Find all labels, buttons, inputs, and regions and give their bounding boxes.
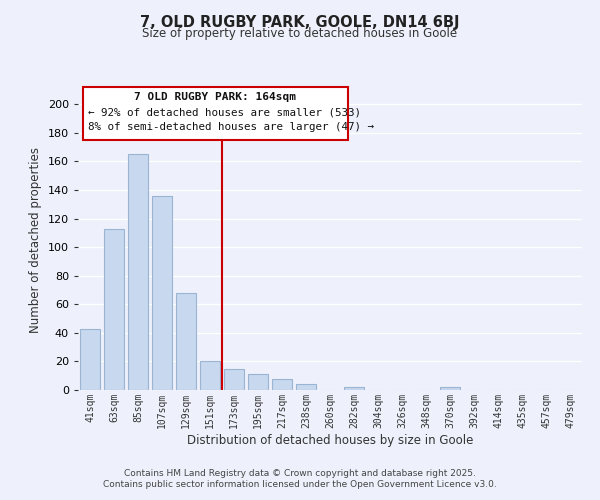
Bar	[344, 387, 364, 390]
Text: 8% of semi-detached houses are larger (47) →: 8% of semi-detached houses are larger (4…	[88, 122, 374, 132]
Bar	[248, 374, 268, 390]
Text: Size of property relative to detached houses in Goole: Size of property relative to detached ho…	[142, 28, 458, 40]
FancyBboxPatch shape	[83, 87, 347, 140]
Bar	[152, 196, 172, 390]
Text: ← 92% of detached houses are smaller (533): ← 92% of detached houses are smaller (53…	[88, 108, 361, 118]
Bar	[440, 387, 460, 390]
Bar	[104, 228, 124, 390]
Text: Contains HM Land Registry data © Crown copyright and database right 2025.: Contains HM Land Registry data © Crown c…	[124, 468, 476, 477]
Bar	[128, 154, 148, 390]
Y-axis label: Number of detached properties: Number of detached properties	[29, 147, 42, 333]
Bar	[200, 362, 220, 390]
Text: Contains public sector information licensed under the Open Government Licence v3: Contains public sector information licen…	[103, 480, 497, 489]
Text: 7, OLD RUGBY PARK, GOOLE, DN14 6BJ: 7, OLD RUGBY PARK, GOOLE, DN14 6BJ	[140, 15, 460, 30]
Bar	[272, 378, 292, 390]
Bar	[296, 384, 316, 390]
Bar	[224, 368, 244, 390]
Bar	[176, 293, 196, 390]
Text: 7 OLD RUGBY PARK: 164sqm: 7 OLD RUGBY PARK: 164sqm	[134, 92, 296, 102]
X-axis label: Distribution of detached houses by size in Goole: Distribution of detached houses by size …	[187, 434, 473, 446]
Bar	[80, 328, 100, 390]
